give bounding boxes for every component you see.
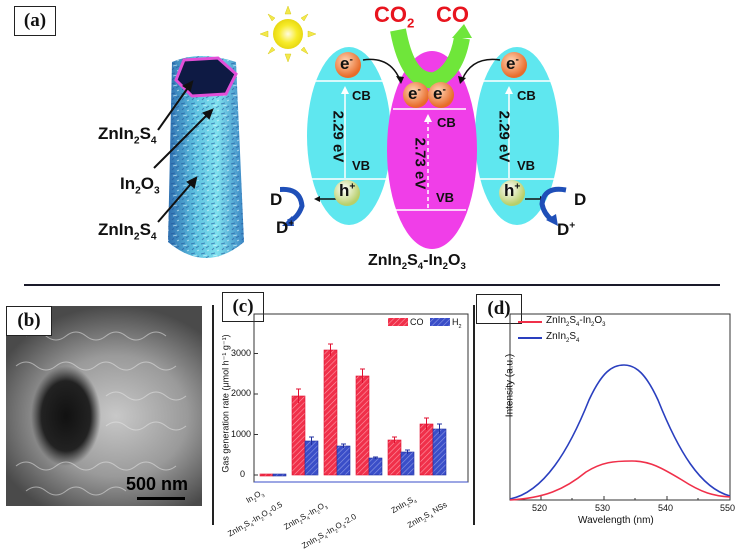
panel-separator-cd [473, 305, 475, 525]
sun-icon [259, 5, 317, 63]
left-znin2s4-band [307, 47, 391, 225]
label-znin2s4-outer-top: ZnIn2S4 [98, 124, 157, 147]
pl-xlabel: Wavelength (nm) [578, 515, 654, 526]
structure-arrows [153, 80, 214, 223]
bar-chart [253, 313, 469, 483]
sem-image [6, 306, 202, 506]
panel-c-label: (c) [222, 292, 264, 322]
section-divider [24, 284, 720, 286]
label-in2o3: In2O3 [120, 174, 160, 197]
pl-legend-znin2s4: ZnIn2S4 [546, 331, 580, 344]
nanotube-illustration [168, 56, 244, 258]
right-vb-label: VB [517, 158, 536, 173]
bar-ytick-3000: 3000 [231, 348, 252, 358]
right-znin2s4-band [475, 47, 559, 225]
electron-center-label-1: e- [408, 84, 421, 103]
bar-ylabel: Gas generation rate (μmol h⁻¹ g⁻¹) [220, 334, 231, 473]
composite-title: ZnIn2S4-In2O3 [368, 252, 466, 273]
bar-ytick-0: 0 [240, 469, 246, 479]
donor-left: D [270, 190, 283, 209]
donor-ox-right: D+ [557, 220, 576, 239]
pl-xtick-550: 550 [720, 503, 736, 513]
curve-composite [509, 460, 731, 501]
center-gap-label: 2.73 eV [411, 137, 429, 190]
bar-ytick-2000: 2000 [231, 388, 252, 398]
electron-center-1 [403, 82, 429, 108]
bar-legend-co: CO [410, 317, 424, 327]
scale-bar-label: 500 nm [126, 474, 189, 494]
hole-right-label: h+ [504, 181, 521, 200]
bars-h2 [272, 428, 447, 477]
product-co: CO [436, 2, 469, 27]
pl-line-chart [509, 313, 731, 501]
donor-ox-left: D+ [276, 218, 295, 237]
band-diagram [280, 24, 567, 249]
right-gap-label: 2.29 eV [495, 110, 513, 163]
center-vb-label: VB [436, 190, 455, 205]
hole-right [499, 180, 525, 206]
electron-right [501, 52, 527, 78]
hole-left [334, 180, 360, 206]
scale-bar [137, 497, 185, 500]
panel-d-label: (d) [476, 294, 522, 324]
pl-ylabel: Intensity (a.u.) [504, 353, 516, 418]
electron-left [335, 52, 361, 78]
hole-left-label: h+ [339, 181, 356, 200]
pl-legend-composite: ZnIn2S4-In2O3 [546, 315, 606, 328]
sem-texture [15, 331, 187, 496]
reactant-co2: CO2 [374, 2, 415, 31]
panel-a-label: (a) [14, 6, 56, 36]
bar-ytick-1000: 1000 [231, 429, 252, 439]
panel-separator-bc [212, 305, 214, 525]
pl-xtick-530: 530 [595, 503, 611, 513]
electron-right-label: e- [506, 54, 519, 73]
bar-legend-h2: H2 [452, 317, 462, 330]
panel-b-label: (b) [6, 306, 52, 336]
label-znin2s4-outer-bottom: ZnIn2S4 [98, 220, 157, 243]
donor-right: D [574, 190, 587, 209]
electron-left-label: e- [340, 54, 353, 73]
center-cb-label: CB [437, 115, 456, 130]
pl-xtick-520: 520 [532, 503, 548, 513]
right-cb-label: CB [517, 88, 536, 103]
electron-center-2 [428, 82, 454, 108]
left-cb-label: CB [352, 88, 371, 103]
left-vb-label: VB [352, 158, 371, 173]
electron-center-label-2: e- [433, 84, 446, 103]
bars-co [259, 349, 434, 477]
left-gap-label: 2.29 eV [329, 110, 347, 163]
curve-znin2s4 [509, 364, 731, 500]
pl-xtick-540: 540 [658, 503, 674, 513]
